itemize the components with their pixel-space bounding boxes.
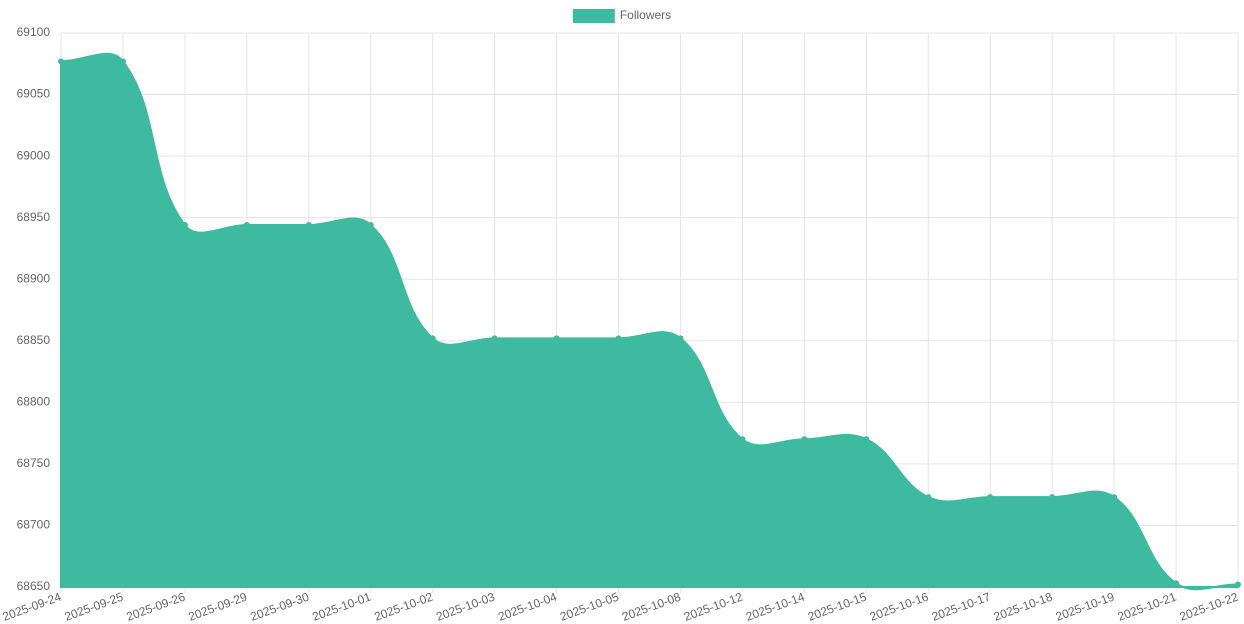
point [181, 222, 188, 229]
y-tick-label: 68900 [17, 271, 51, 285]
x-tick-label: 2025-10-14 [744, 590, 807, 624]
point [801, 436, 808, 443]
y-tick-label: 69050 [17, 87, 51, 101]
x-tick-label: 2025-09-29 [186, 590, 249, 624]
point [987, 494, 994, 501]
x-tick-label: 2025-10-03 [434, 590, 497, 624]
x-tick-label: 2025-10-04 [496, 590, 559, 624]
x-tick-label: 2025-10-15 [806, 590, 869, 624]
point [677, 335, 684, 342]
x-tick-label: 2025-10-02 [372, 590, 435, 624]
point [1173, 580, 1180, 587]
point [491, 335, 498, 342]
x-tick-label: 2025-10-22 [1178, 590, 1241, 624]
x-tick-label: 2025-10-12 [682, 590, 745, 624]
point [1111, 494, 1118, 501]
point [863, 436, 870, 443]
point [615, 335, 622, 342]
point [1049, 494, 1056, 501]
point [305, 222, 312, 229]
point [243, 222, 250, 229]
x-tick-label: 2025-10-18 [992, 590, 1055, 624]
legend-swatch [572, 9, 615, 23]
x-tick-label: 2025-10-19 [1054, 590, 1117, 624]
point [429, 335, 436, 342]
y-tick-label: 68750 [17, 456, 51, 470]
area [60, 52, 1239, 591]
y-tick-label: 68950 [17, 210, 51, 224]
x-tick-label: 2025-09-24 [1, 590, 64, 624]
y-tick-label: 69000 [17, 148, 51, 162]
y-tick-label: 69100 [17, 25, 51, 39]
x-tick-label: 2025-10-01 [310, 590, 373, 624]
x-tick-label: 2025-10-08 [620, 590, 683, 624]
y-tick-label: 68700 [17, 518, 51, 532]
y-tick-label: 68800 [17, 395, 51, 409]
y-tick-label: 68850 [17, 333, 51, 347]
point [739, 436, 746, 443]
y-tick-label: 68650 [17, 579, 51, 593]
legend-label: Followers [620, 8, 671, 22]
point [925, 494, 932, 501]
x-tick-label: 2025-10-21 [1116, 590, 1179, 624]
point [1235, 581, 1241, 588]
point [119, 58, 126, 65]
point [553, 335, 560, 342]
x-tick-label: 2025-10-16 [868, 590, 931, 624]
point [58, 58, 64, 65]
x-tick-label: 2025-09-30 [248, 590, 311, 624]
x-tick-label: 2025-09-25 [63, 590, 126, 624]
x-tick-label: 2025-10-17 [930, 590, 993, 624]
x-tick-label: 2025-10-05 [558, 590, 621, 624]
x-tick-label: 2025-09-26 [125, 590, 188, 624]
point [367, 222, 374, 229]
